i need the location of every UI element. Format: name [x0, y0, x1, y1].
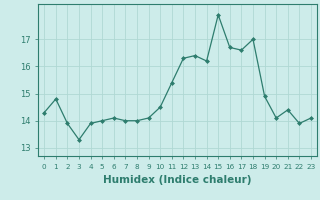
X-axis label: Humidex (Indice chaleur): Humidex (Indice chaleur) [103, 175, 252, 185]
